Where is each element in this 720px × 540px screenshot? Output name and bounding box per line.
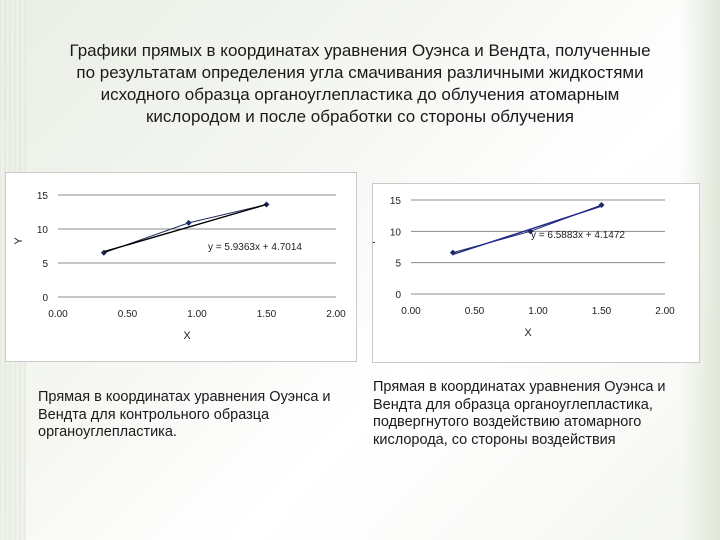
x-axis-label: X xyxy=(183,330,191,342)
x-tick-label: 2.00 xyxy=(655,306,675,317)
x-tick-label: 2.00 xyxy=(326,309,346,320)
slide-title: Графики прямых в координатах уравнения О… xyxy=(69,41,651,126)
y-tick-label: 5 xyxy=(395,259,401,270)
trendline xyxy=(452,205,602,256)
x-tick-label: 0.50 xyxy=(118,309,138,320)
x-tick-label: 1.00 xyxy=(528,306,548,317)
y-tick-label: 0 xyxy=(395,290,401,301)
y-axis-label: Y xyxy=(373,238,378,246)
x-tick-label: 0.00 xyxy=(48,309,68,320)
trendline xyxy=(103,203,267,253)
trendline-equation: y = 6.5883x + 4.1472 xyxy=(531,230,625,241)
y-axis-label: Y xyxy=(13,237,25,245)
x-tick-label: 0.00 xyxy=(401,306,421,317)
data-point xyxy=(527,228,534,235)
chart-left-svg: 0 5 10 15 0.00 0.50 1.00 1.50 2.00 X Yy = 5.9363x … xyxy=(13,191,346,342)
x-tick-label: 1.50 xyxy=(257,309,277,320)
x-tick-label: 1.00 xyxy=(187,309,207,320)
y-tick-label: 15 xyxy=(390,196,402,207)
data-point xyxy=(598,202,605,209)
chart-right-svg: 0 5 10 15 0.00 0.50 1.00 1.50 2.00 X Yy = 6.5883x … xyxy=(373,196,675,339)
caption-control-sample: Прямая в координатах уравнения Оуэнса и … xyxy=(38,389,331,440)
y-tick-label: 0 xyxy=(42,293,48,304)
y-tick-label: 15 xyxy=(37,191,49,202)
x-tick-label: 0.50 xyxy=(465,306,485,317)
x-axis-label: X xyxy=(524,327,532,339)
chart-irradiated-sample: 0 5 10 15 0.00 0.50 1.00 1.50 2.00 X Yy = 6.5883x … xyxy=(372,183,700,363)
caption-irradiated-sample: Прямая в координатах уравнения Оуэнса и … xyxy=(373,379,666,448)
x-tick-label: 1.50 xyxy=(592,306,612,317)
y-tick-label: 5 xyxy=(42,259,48,270)
trendline-equation: y = 5.9363x + 4.7014 xyxy=(208,242,302,253)
series-line xyxy=(452,204,602,254)
y-tick-label: 10 xyxy=(390,227,402,238)
y-tick-label: 10 xyxy=(37,225,49,236)
data-point xyxy=(449,249,456,256)
data-point xyxy=(185,219,192,226)
